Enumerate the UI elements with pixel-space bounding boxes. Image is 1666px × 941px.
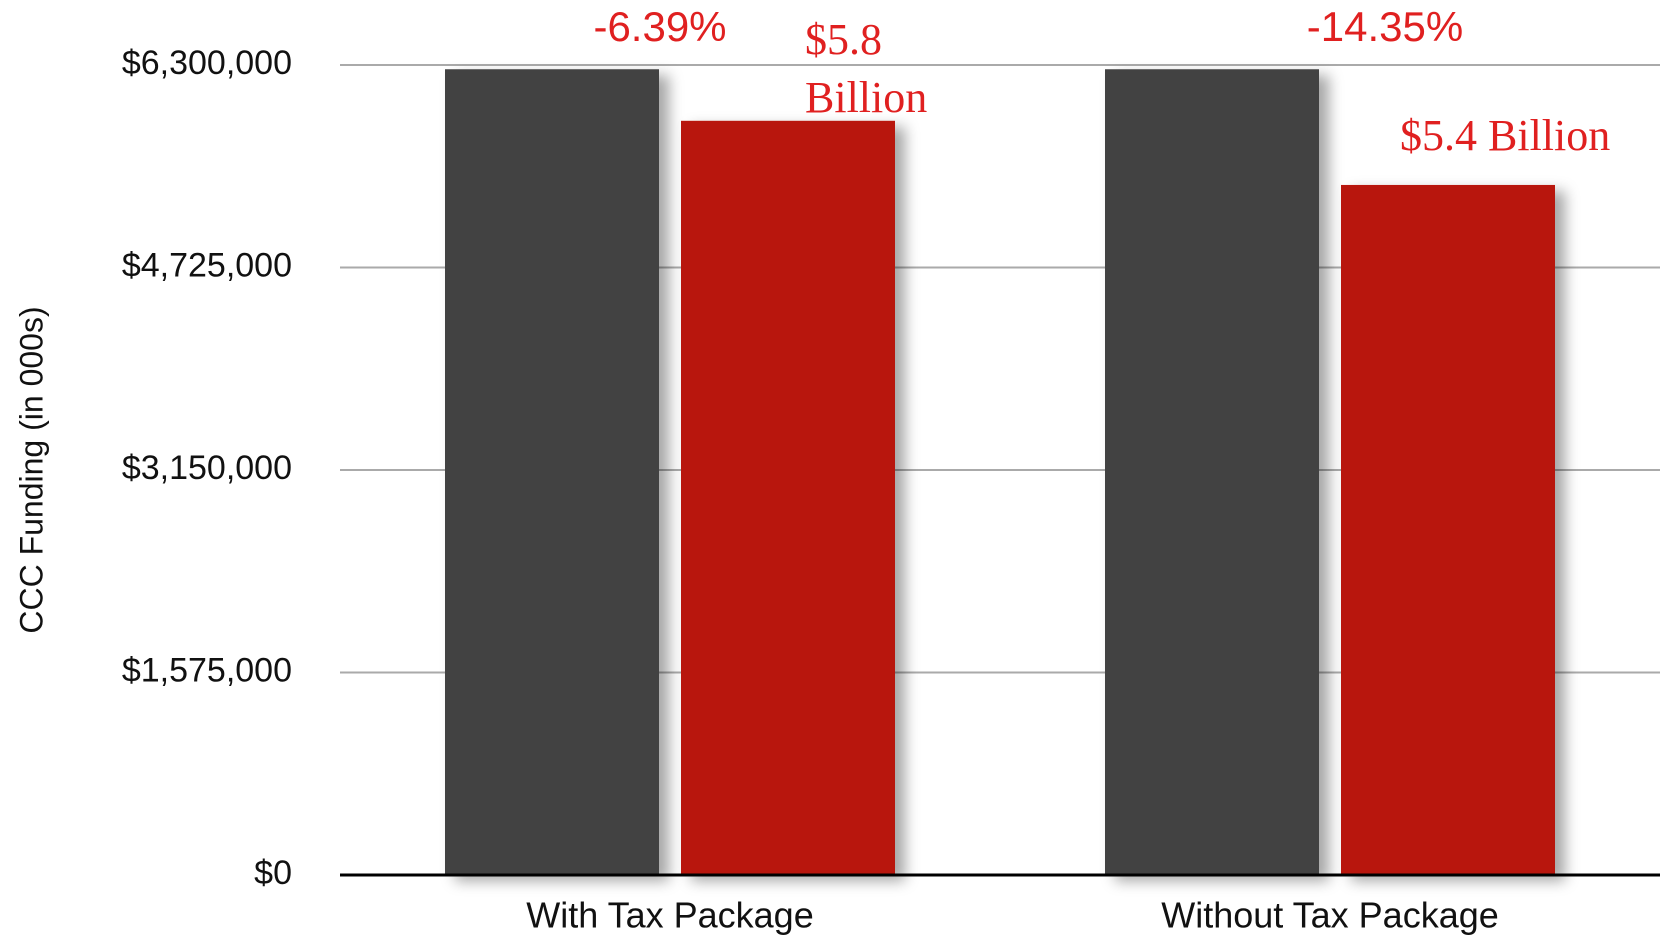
annotation-line: $5.4 Billion bbox=[1400, 111, 1610, 160]
bar bbox=[445, 69, 659, 875]
y-tick-label: $0 bbox=[254, 854, 292, 892]
bar bbox=[681, 120, 895, 876]
bar bbox=[1105, 69, 1319, 875]
annotation-line: Billion bbox=[805, 73, 927, 122]
y-tick-label: $4,725,000 bbox=[122, 246, 292, 284]
y-axis-label: CCC Funding (in 000s) bbox=[13, 306, 49, 633]
annotation-line: -14.35% bbox=[1307, 3, 1463, 50]
y-tick-label: $6,300,000 bbox=[122, 44, 292, 82]
annotation-line: -6.39% bbox=[593, 3, 726, 50]
annotation: -14.35% bbox=[1307, 3, 1463, 50]
x-tick-label: Without Tax Package bbox=[1161, 895, 1499, 936]
annotation: $5.8 Billion bbox=[805, 15, 927, 122]
y-tick-label: $3,150,000 bbox=[122, 449, 292, 487]
annotation-line: $5.8 bbox=[805, 15, 882, 64]
bar bbox=[1341, 184, 1555, 875]
annotation: -6.39% bbox=[593, 3, 726, 50]
annotation: $5.4 Billion bbox=[1400, 111, 1610, 160]
x-tick-label: With Tax Package bbox=[526, 895, 813, 936]
y-tick-label: $1,575,000 bbox=[122, 651, 292, 689]
